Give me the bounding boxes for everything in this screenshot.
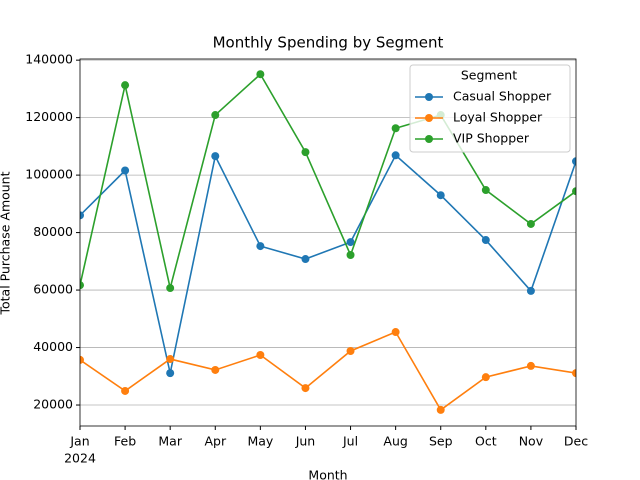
legend-label: Casual Shopper [453, 89, 552, 104]
data-point [572, 369, 576, 378]
data-point [211, 152, 220, 161]
x-tick-label: Feb [114, 434, 136, 449]
data-point [481, 373, 490, 382]
y-tick-label: 80000 [33, 224, 73, 239]
x-tick-label: Dec [564, 434, 588, 449]
data-point [256, 242, 265, 251]
data-point [301, 148, 310, 157]
data-point [391, 124, 400, 133]
y-tick-label: 100000 [25, 167, 73, 182]
data-point [346, 238, 355, 247]
data-point [121, 81, 130, 90]
plot-frame [79, 58, 577, 427]
data-point [526, 361, 535, 370]
data-point [166, 369, 175, 378]
data-point [346, 346, 355, 355]
data-point [526, 286, 535, 295]
x-tick-label: Sep [429, 434, 453, 449]
data-point [526, 219, 535, 228]
y-axis-label: Total Purchase Amount [0, 171, 13, 315]
data-point [80, 211, 84, 220]
data-point [572, 187, 576, 196]
x-tick-label: Jan [69, 434, 89, 449]
legend-marker [425, 114, 433, 122]
legend-label: Loyal Shopper [453, 110, 543, 125]
x-axis-label: Month [308, 468, 347, 480]
data-point [80, 355, 84, 364]
y-tick-label: 120000 [25, 109, 73, 124]
data-point [481, 186, 490, 195]
data-point [256, 351, 265, 360]
data-point [121, 166, 130, 175]
data-point [436, 405, 445, 414]
x-tick-label: Nov [519, 434, 544, 449]
x-tick-label: Mar [158, 434, 182, 449]
series-line [80, 153, 576, 374]
data-point [391, 328, 400, 337]
series-line [80, 72, 576, 289]
data-point [481, 236, 490, 245]
data-point [346, 251, 355, 260]
legend-title: Segment [461, 68, 517, 83]
x-tick-label: May [247, 434, 273, 449]
data-point [166, 284, 175, 293]
legend-box [409, 64, 571, 153]
data-point [166, 355, 175, 364]
x-tick-label: Apr [204, 434, 226, 449]
y-tick-label: 40000 [33, 339, 73, 354]
data-point [80, 281, 84, 290]
legend-marker [425, 135, 433, 143]
x-tick-label: Aug [383, 434, 407, 449]
chart-title: Monthly Spending by Segment [213, 34, 444, 52]
data-point [301, 255, 310, 264]
data-point [211, 365, 220, 374]
series-line [80, 331, 576, 412]
y-tick-label: 20000 [33, 397, 73, 412]
data-point [211, 111, 220, 120]
data-point [391, 151, 400, 160]
x-tick-label: Jun [295, 434, 316, 449]
x-year-label: 2024 [64, 451, 96, 466]
data-point [436, 191, 445, 200]
data-point [121, 386, 130, 395]
legend-label: VIP Shopper [453, 131, 530, 146]
data-point [256, 70, 265, 79]
y-tick-label: 140000 [25, 52, 73, 67]
data-point [572, 157, 576, 166]
x-tick-label: Jul [342, 434, 358, 449]
y-tick-label: 60000 [33, 282, 73, 297]
data-point [301, 384, 310, 393]
legend-marker [425, 93, 433, 101]
x-tick-label: Oct [475, 434, 497, 449]
